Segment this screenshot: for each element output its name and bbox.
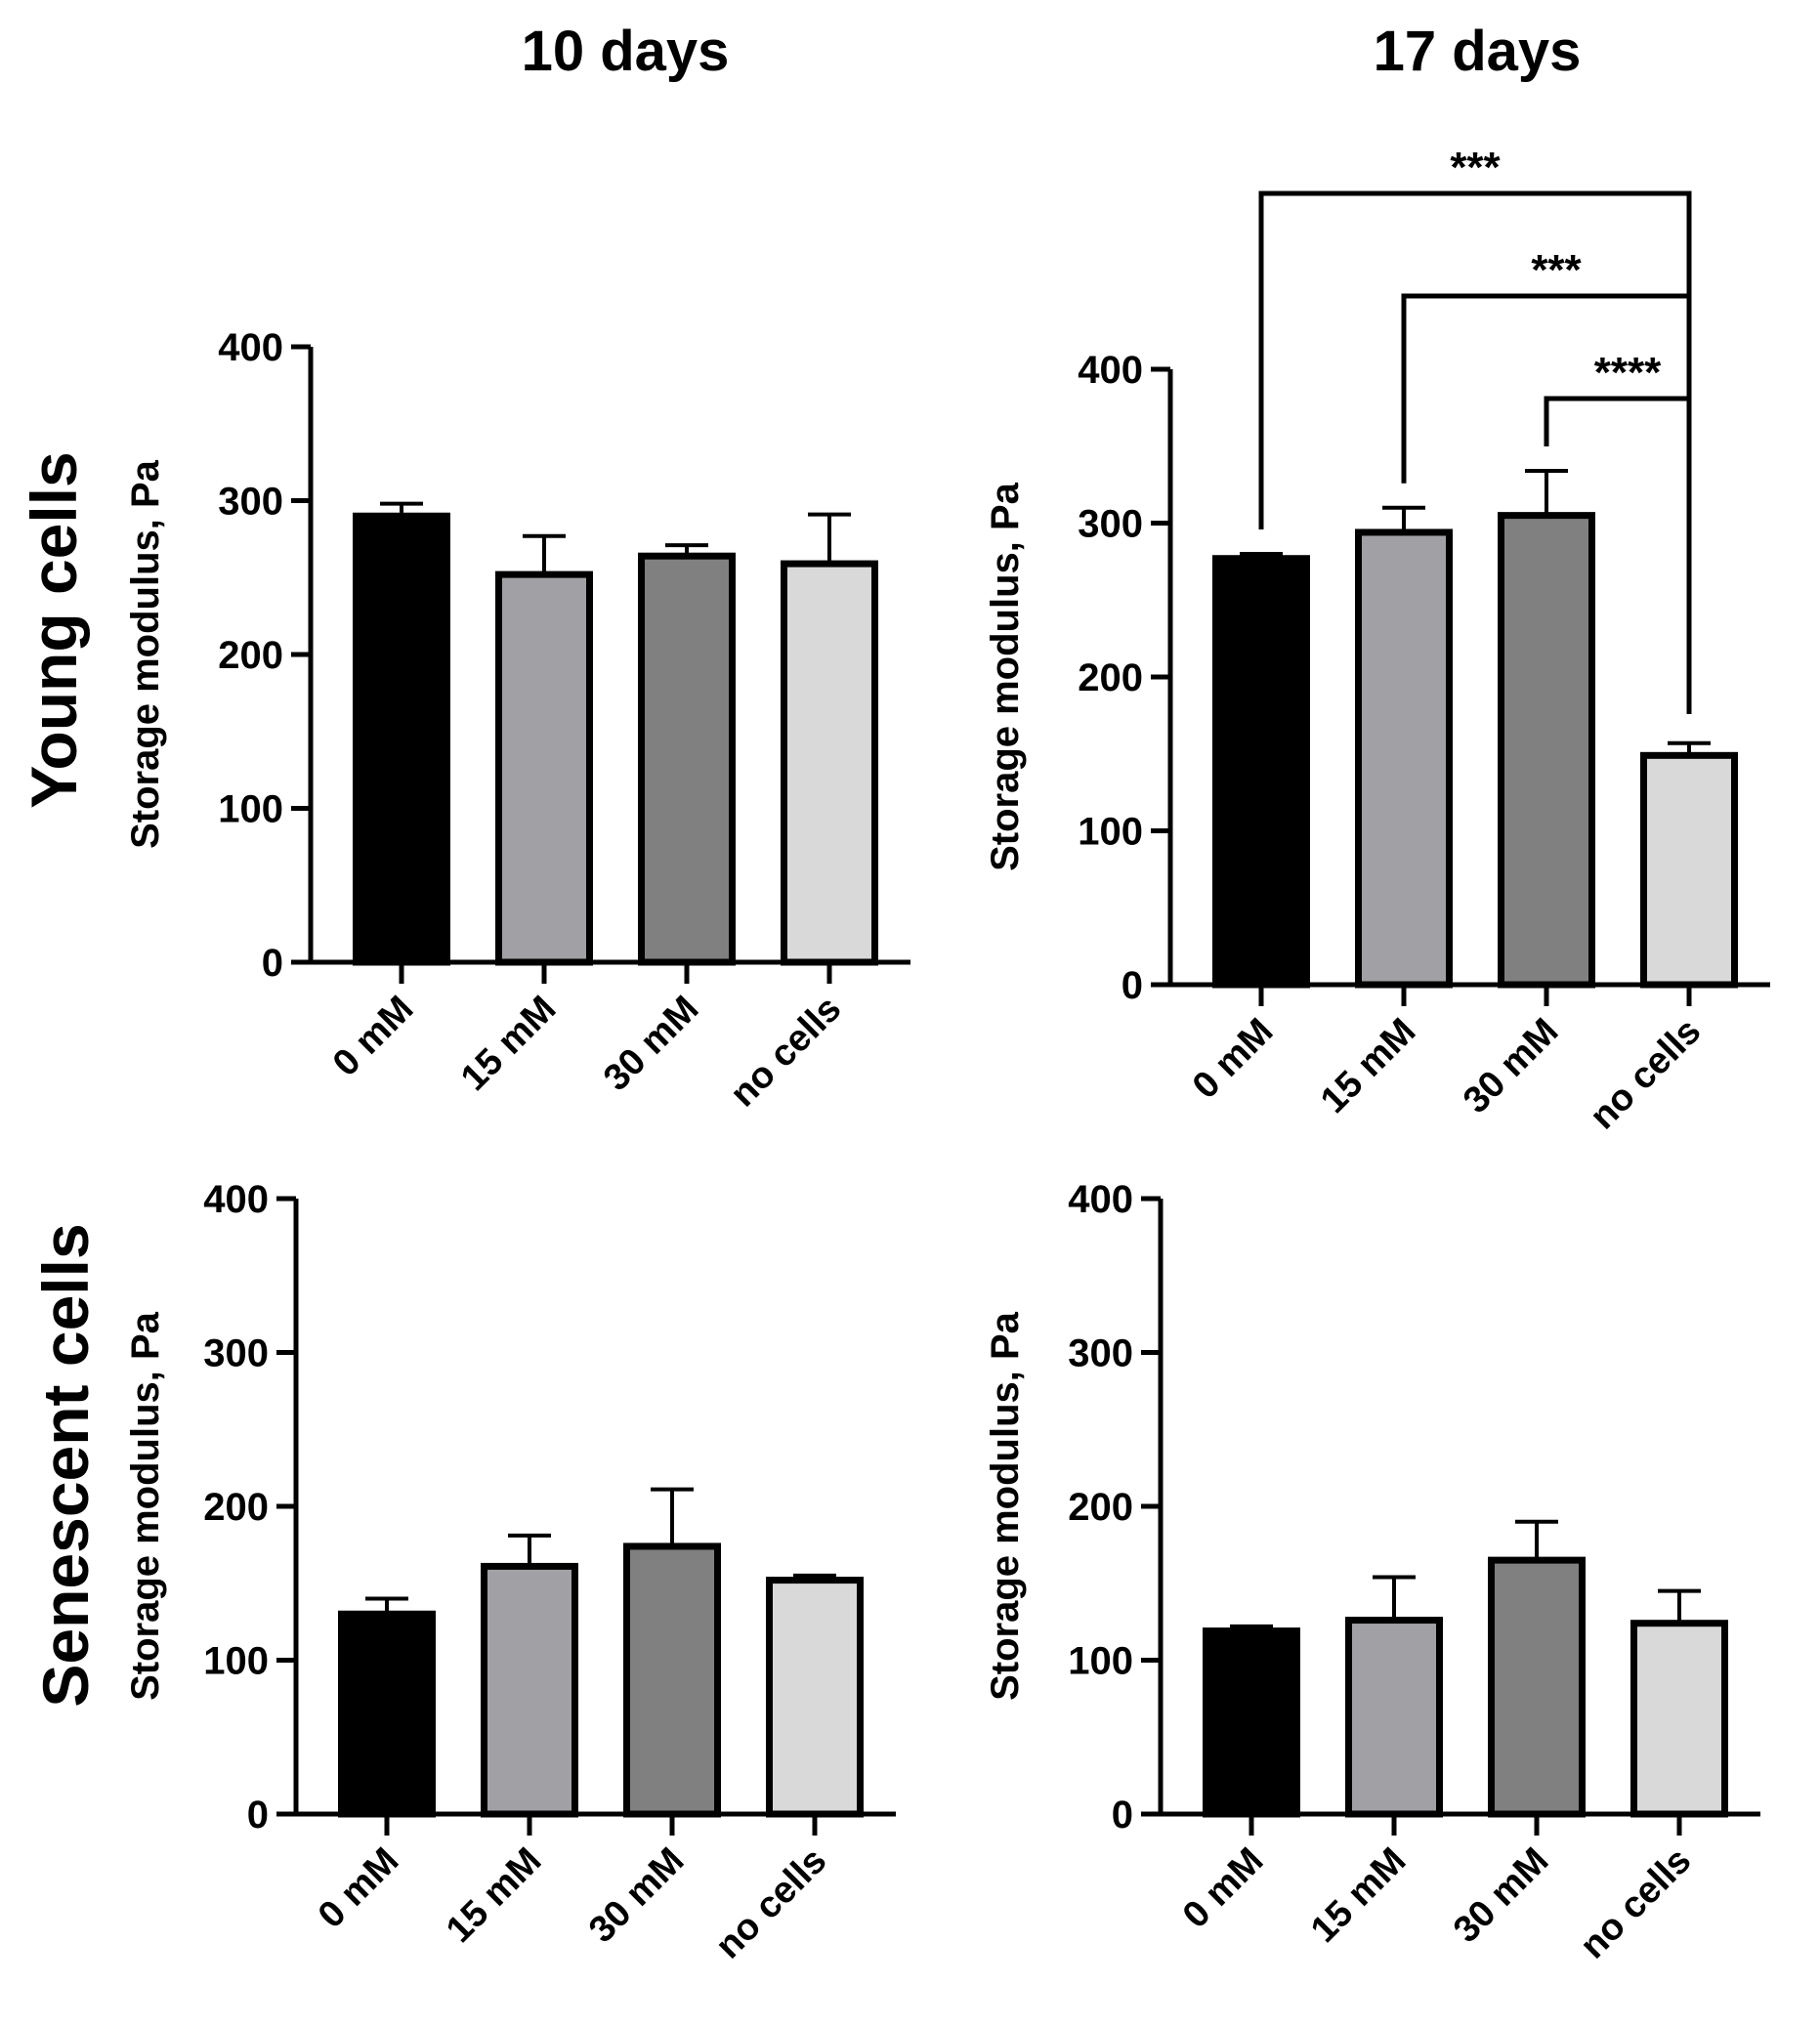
significance-label: ***	[1450, 144, 1501, 191]
y-tick-label: 0	[1112, 1794, 1133, 1837]
chart-panel-young-10-days: 0 100 200 300 400 Storage modulus, Pa 0 mM 15 m…	[124, 326, 910, 1115]
chart-panel-senescent-10-days: 0 100 200 300 400 Storage modulus, Pa 0 mM 15 m…	[124, 1178, 896, 1966]
y-axis-label: Storage modulus, Pa	[984, 1311, 1027, 1701]
x-tick-label-15-mm: 15 mM	[1303, 1840, 1414, 1951]
bar-0-mm	[1203, 1627, 1300, 1818]
bar-15-mm	[1355, 528, 1453, 989]
bar-30-mm	[638, 552, 736, 966]
y-tick-label: 200	[1078, 656, 1143, 699]
bar-no-cells	[766, 1577, 864, 1818]
x-tick-label-no-cells: no cells	[708, 1840, 835, 1967]
x-tick-label-15-mm: 15 mM	[453, 989, 564, 1099]
x-tick-label-30-mm: 30 mM	[596, 989, 706, 1099]
y-tick-label: 0	[1122, 964, 1143, 1007]
x-tick-label-0-mm: 0 mM	[325, 989, 421, 1084]
bar-15-mm	[481, 1562, 578, 1818]
bar-0-mm	[1212, 555, 1310, 989]
y-tick-label: 300	[218, 481, 283, 524]
row-title-young-cells: Young cells	[18, 451, 90, 809]
y-tick-label: 200	[203, 1486, 269, 1529]
bar-no-cells	[781, 560, 878, 966]
x-tick-label-30-mm: 30 mM	[1446, 1840, 1556, 1951]
y-tick-label: 300	[1068, 1332, 1133, 1375]
y-tick-label: 400	[1068, 1178, 1133, 1221]
bar-15-mm	[495, 570, 593, 966]
row-title-senescent-cells: Senescent cells	[29, 1223, 102, 1707]
x-tick-label-no-cells: no cells	[1573, 1840, 1700, 1967]
bar-0-mm	[338, 1610, 436, 1818]
bar-15-mm	[1345, 1617, 1443, 1818]
column-title-10-days: 10 days	[522, 20, 730, 83]
x-tick-label-no-cells: no cells	[1583, 1011, 1710, 1138]
y-tick-label: 400	[203, 1178, 269, 1221]
x-tick-label-15-mm: 15 mM	[1313, 1011, 1423, 1121]
x-tick-label-30-mm: 30 mM	[581, 1840, 692, 1951]
column-title-17-days: 17 days	[1374, 20, 1582, 83]
bar-30-mm	[623, 1542, 721, 1818]
y-tick-label: 200	[1068, 1486, 1133, 1529]
x-tick-label-0-mm: 0 mM	[1175, 1840, 1271, 1936]
bar-0-mm	[353, 512, 450, 966]
y-tick-label: 0	[262, 942, 283, 985]
x-tick-label-0-mm: 0 mM	[311, 1840, 406, 1936]
y-tick-label: 400	[218, 326, 283, 369]
y-tick-label: 300	[1078, 503, 1143, 546]
y-tick-label: 100	[203, 1640, 269, 1683]
y-tick-label: 400	[1078, 349, 1143, 392]
y-tick-label: 100	[1078, 811, 1143, 854]
bar-no-cells	[1630, 1620, 1728, 1818]
y-tick-label: 100	[1068, 1640, 1133, 1683]
x-tick-label-no-cells: no cells	[723, 989, 850, 1116]
significance-label: ***	[1531, 246, 1582, 294]
y-tick-label: 100	[218, 788, 283, 831]
x-tick-label-30-mm: 30 mM	[1456, 1011, 1566, 1121]
significance-bracket-30-mm-vs-no-cells	[1544, 396, 1692, 714]
significance-label: ****	[1594, 349, 1662, 397]
y-axis-label: Storage modulus, Pa	[124, 1311, 167, 1701]
chart-panel-young-17-days: 0 100 200 300 400 Storage modulus, Pa 0 mM 15 m…	[984, 144, 1770, 1137]
x-tick-label-0-mm: 0 mM	[1185, 1011, 1281, 1107]
significance-bracket-0-mm-vs-no-cells	[1258, 190, 1692, 714]
y-tick-label: 200	[218, 634, 283, 677]
y-tick-label: 0	[247, 1794, 269, 1837]
x-tick-label-15-mm: 15 mM	[439, 1840, 549, 1951]
y-axis-label: Storage modulus, Pa	[124, 459, 167, 849]
bar-no-cells	[1640, 751, 1738, 989]
y-axis-label: Storage modulus, Pa	[984, 482, 1027, 871]
chart-panel-senescent-17-days: 0 100 200 300 400 Storage modulus, Pa 0 mM 15 m…	[984, 1178, 1760, 1966]
bar-30-mm	[1498, 512, 1595, 989]
bar-30-mm	[1488, 1556, 1586, 1818]
y-tick-label: 300	[203, 1332, 269, 1375]
